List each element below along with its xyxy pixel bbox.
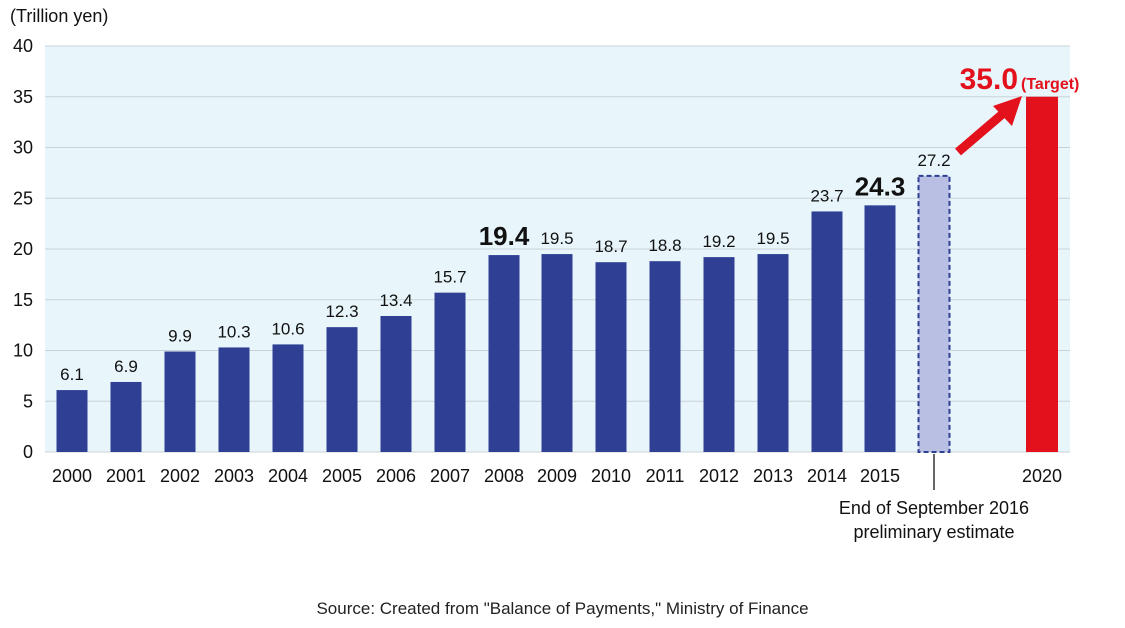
x-tick-label: 2011 (646, 466, 685, 486)
bar-value-label: 19.4 (479, 221, 530, 251)
bar-value-label: 6.1 (60, 365, 84, 384)
x-tick-label: 2012 (699, 466, 739, 486)
bar-value-label: 13.4 (379, 291, 412, 310)
bar (703, 257, 735, 452)
bar (649, 261, 681, 452)
y-tick-label: 15 (13, 290, 33, 310)
bar (164, 351, 196, 452)
bar (541, 254, 573, 452)
arrow-shaft (955, 107, 1009, 156)
x-tick-label: 2003 (214, 466, 254, 486)
x-tick-label: 2004 (268, 466, 308, 486)
x-tick-label: 2000 (52, 466, 92, 486)
x-tick-label: 2008 (484, 466, 524, 486)
x-tick-label: 2009 (537, 466, 577, 486)
bar-value-label: 18.8 (648, 236, 681, 255)
arrow-head (993, 96, 1022, 126)
bar-value-label: 19.5 (756, 229, 789, 248)
x-tick-label: 2020 (1022, 466, 1062, 486)
target-value-label: 35.0 (960, 63, 1018, 96)
y-axis-unit-label: (Trillion yen) (10, 6, 108, 26)
bar-value-label: 23.7 (810, 186, 843, 205)
source-note: Source: Created from "Balance of Payment… (316, 599, 809, 618)
y-tick-label: 35 (13, 87, 33, 107)
x-tick-label: 2010 (591, 466, 631, 486)
bar (488, 255, 520, 452)
bar-value-label: 12.3 (325, 302, 358, 321)
bar-value-label: 15.7 (433, 268, 466, 287)
bar-value-label: 6.9 (114, 357, 138, 376)
x-tick-label: 2007 (430, 466, 470, 486)
bar (326, 327, 358, 452)
bar-value-label: 18.7 (594, 237, 627, 256)
bar (272, 344, 304, 452)
x-tick-label: 2002 (160, 466, 200, 486)
bar (434, 292, 466, 452)
x-tick-label: 2001 (106, 466, 146, 486)
bar-value-label: 24.3 (855, 171, 906, 201)
bar (110, 381, 142, 452)
estimate-note-line: End of September 2016 (839, 498, 1029, 518)
y-tick-label: 20 (13, 239, 33, 259)
bar (864, 205, 896, 452)
y-tick-label: 25 (13, 188, 33, 208)
bar-value-label: 27.2 (917, 151, 950, 170)
x-tick-label: 2015 (860, 466, 900, 486)
y-tick-label: 30 (13, 138, 33, 158)
bar-target (1026, 96, 1058, 452)
bar (218, 347, 250, 452)
x-tick-label: 2005 (322, 466, 362, 486)
bar (757, 254, 789, 452)
bar-chart: (Trillion yen) 0 5 10 15 20 25 30 35 40 6.1 2000 6.… (10, 6, 1079, 542)
bar-value-label: 10.3 (217, 322, 250, 341)
y-tick-label: 40 (13, 36, 33, 56)
bar-estimate (917, 174, 951, 453)
plot-area: 0 5 10 15 20 25 30 35 40 6.1 2000 6.9 2001 9.9 2002 10.… (13, 36, 1079, 542)
bar-value-label: 9.9 (168, 327, 192, 346)
y-tick-label: 10 (13, 341, 33, 361)
estimate-note-line: preliminary estimate (853, 522, 1014, 542)
x-tick-label: 2013 (753, 466, 793, 486)
bar-value-label: 10.6 (271, 319, 304, 338)
bar (56, 390, 88, 452)
y-tick-label: 0 (23, 442, 33, 462)
x-tick-label: 2006 (376, 466, 416, 486)
bar (811, 211, 843, 452)
target-suffix-label: (Target) (1021, 76, 1079, 93)
x-tick-label: 2014 (807, 466, 847, 486)
bar (595, 262, 627, 452)
y-tick-label: 5 (23, 391, 33, 411)
bar-value-label: 19.2 (702, 232, 735, 251)
bar-value-label: 19.5 (540, 229, 573, 248)
bar (380, 315, 412, 452)
